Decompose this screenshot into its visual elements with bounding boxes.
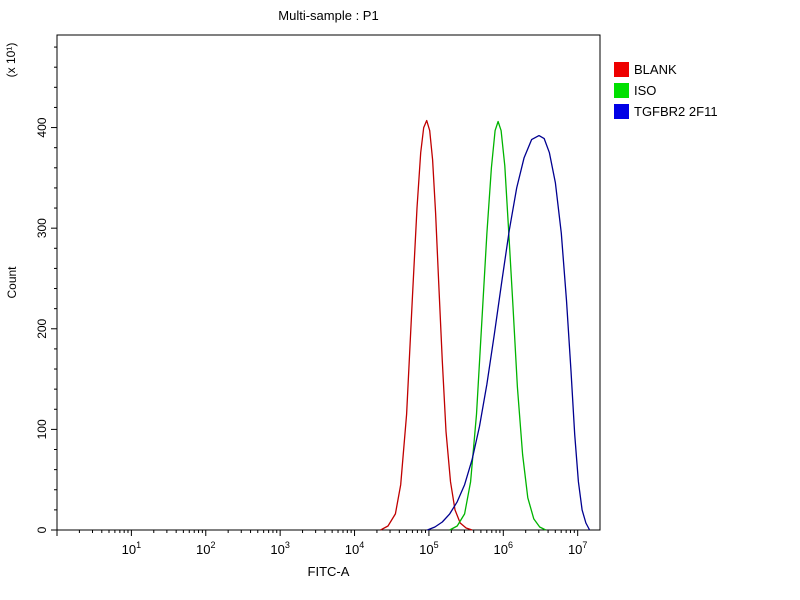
x-tick-label: 107 — [568, 540, 587, 557]
series-curve-tgfbr2-2f11 — [427, 134, 591, 531]
legend-label-blank: BLANK — [634, 62, 677, 77]
plot-frame — [56, 34, 601, 531]
x-tick-label: 103 — [270, 540, 289, 557]
x-tick-label: 102 — [196, 540, 215, 557]
legend-item-tgfbr2-2f11: TGFBR2 2F11 — [614, 104, 718, 119]
legend-item-blank: BLANK — [614, 62, 718, 77]
y-tick-label: 300 — [35, 218, 49, 238]
series-curve-blank — [380, 119, 473, 531]
x-axis-label: FITC-A — [308, 564, 350, 579]
y-tick-label: 0 — [35, 526, 49, 533]
y-tick-label: 400 — [35, 117, 49, 137]
x-tick-label: 105 — [419, 540, 438, 557]
legend-swatch-tgfbr2-2f11 — [614, 104, 629, 119]
y-tick-label: 100 — [35, 419, 49, 439]
y-axis-multiplier-label: (x 10¹) — [4, 43, 18, 78]
chart-title: Multi-sample : P1 — [278, 8, 379, 23]
legend-swatch-iso — [614, 83, 629, 98]
x-tick-label: 106 — [494, 540, 513, 557]
legend-item-iso: ISO — [614, 83, 718, 98]
legend: BLANK ISO TGFBR2 2F11 — [614, 62, 718, 125]
series-curve-iso — [449, 120, 546, 531]
y-axis-label: Count — [5, 266, 19, 299]
legend-swatch-blank — [614, 62, 629, 77]
y-tick-label: 200 — [35, 318, 49, 338]
x-tick-label: 101 — [122, 540, 141, 557]
x-tick-label: 104 — [345, 540, 364, 557]
legend-label-tgfbr2-2f11: TGFBR2 2F11 — [634, 104, 718, 119]
legend-label-iso: ISO — [634, 83, 657, 98]
